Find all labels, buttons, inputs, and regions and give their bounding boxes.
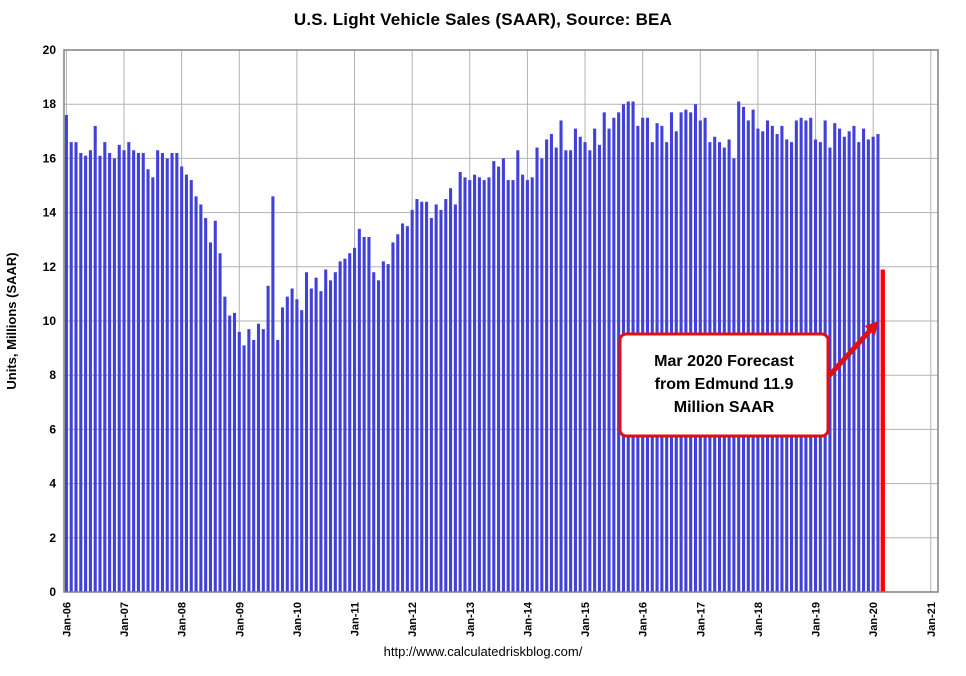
svg-text:10: 10 [43,314,57,328]
svg-text:6: 6 [49,422,56,436]
svg-text:Jan-11: Jan-11 [350,602,362,636]
svg-text:from Edmund 11.9: from Edmund 11.9 [655,376,794,393]
svg-text:Jan-14: Jan-14 [522,601,534,637]
svg-text:Jan-09: Jan-09 [234,602,246,637]
chart-canvas: Jan-06 Jan-07 Jan-08 Jan-09 Jan-10 Jan-11 Jan-… [4,43,939,637]
svg-text:Jan-18: Jan-18 [753,602,765,637]
svg-text:Units, Millions (SAAR): Units, Millions (SAAR) [4,252,19,389]
svg-text:Jan-17: Jan-17 [695,602,707,637]
chart-title: U.S. Light Vehicle Sales (SAAR), Source:… [293,10,673,29]
svg-text:Jan-20: Jan-20 [868,602,880,637]
svg-text:Mar 2020 Forecast: Mar 2020 Forecast [654,353,794,370]
svg-text:0: 0 [49,585,56,599]
svg-text:2: 2 [49,531,56,545]
svg-text:Jan-07: Jan-07 [119,602,131,637]
svg-text:14: 14 [43,206,57,220]
svg-text:Million SAAR: Million SAAR [674,399,775,416]
svg-text:Jan-10: Jan-10 [292,602,304,637]
svg-text:18: 18 [43,97,57,111]
svg-text:8: 8 [49,368,56,382]
svg-text:Jan-08: Jan-08 [177,602,189,637]
svg-text:Jan-19: Jan-19 [811,602,823,637]
svg-text:12: 12 [43,260,57,274]
svg-text:Jan-13: Jan-13 [465,602,477,637]
chart-figure: U.S. Light Vehicle Sales (SAAR), Source:… [4,10,939,659]
source-url: http://www.calculatedriskblog.com/ [383,644,583,659]
svg-text:16: 16 [43,151,57,165]
svg-text:4: 4 [49,477,56,491]
svg-text:Jan-06: Jan-06 [61,602,73,637]
svg-text:Jan-16: Jan-16 [638,602,650,637]
svg-text:Jan-21: Jan-21 [926,602,938,637]
svg-text:Jan-12: Jan-12 [407,602,419,637]
svg-text:Jan-15: Jan-15 [580,602,592,637]
svg-text:20: 20 [43,43,57,57]
